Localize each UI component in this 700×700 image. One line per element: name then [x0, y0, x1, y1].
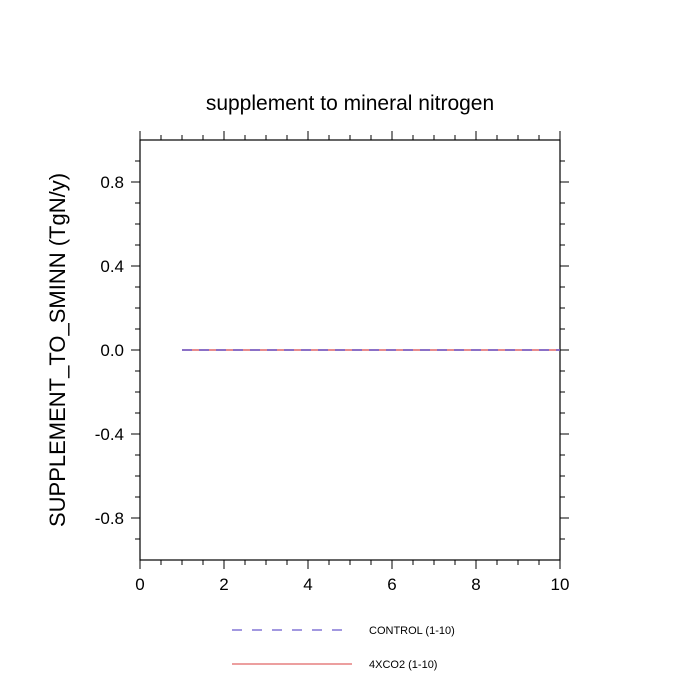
x-tick-label: 10 — [551, 575, 570, 594]
y-tick-label: 0.8 — [100, 173, 124, 192]
x-tick-label: 6 — [387, 575, 396, 594]
y-tick-label: -0.4 — [95, 425, 124, 444]
chart-title: supplement to mineral nitrogen — [206, 92, 494, 115]
y-axis-label: SUPPLEMENT_TO_SMINN (TgN/y) — [45, 173, 70, 527]
x-tick-label: 2 — [219, 575, 228, 594]
legend-label: CONTROL (1-10) — [369, 625, 455, 637]
y-tick-label: 0.0 — [100, 341, 124, 360]
legend-label: 4XCO2 (1-10) — [369, 659, 437, 671]
y-tick-label: 0.4 — [100, 257, 124, 276]
x-tick-label: 0 — [135, 575, 144, 594]
y-tick-label: -0.8 — [95, 509, 124, 528]
x-tick-label: 8 — [471, 575, 480, 594]
x-tick-label: 4 — [303, 575, 312, 594]
